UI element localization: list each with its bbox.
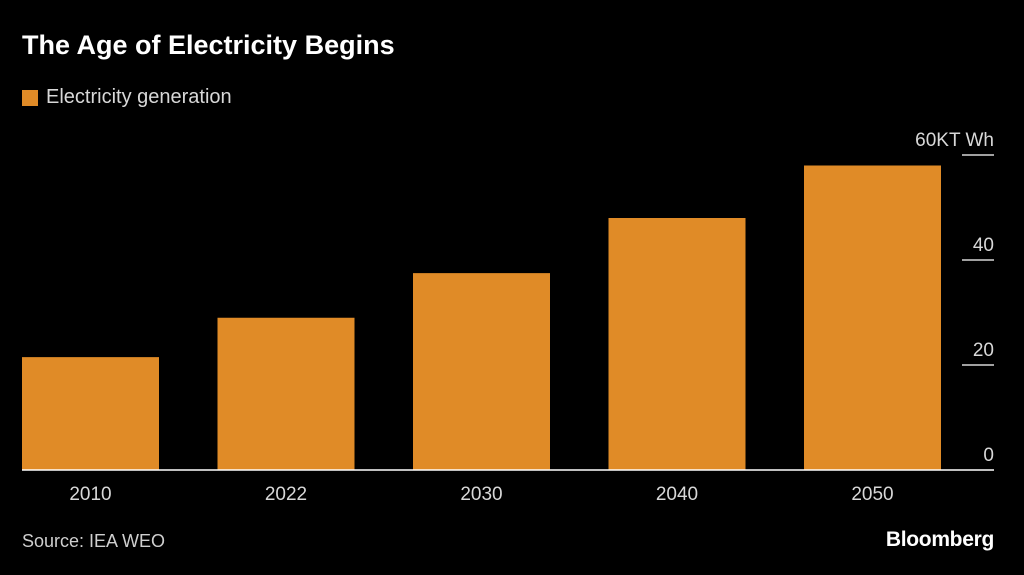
x-tick-label-2030: 2030 <box>460 484 502 505</box>
bars-group <box>22 165 941 470</box>
x-tick-label-2050: 2050 <box>851 484 893 505</box>
legend-label: Electricity generation <box>46 86 232 108</box>
bar-2030 <box>413 273 550 470</box>
bar-2040 <box>608 218 746 470</box>
x-tick-label-2022: 2022 <box>265 484 307 505</box>
legend-swatch <box>22 89 38 106</box>
y-tick-label-60: 60KT Wh <box>915 130 994 151</box>
bar-2022 <box>217 317 355 470</box>
brand-logo: Bloomberg <box>885 528 994 551</box>
x-axis: 2010 2022 2030 2040 2050 <box>22 469 994 505</box>
x-tick-label-2040: 2040 <box>656 484 698 505</box>
y-tick-label-20: 20 <box>973 340 994 361</box>
bar-2010 <box>22 357 159 470</box>
chart-title: The Age of Electricity Begins <box>22 30 395 60</box>
y-tick-label-0: 0 <box>983 445 994 466</box>
legend: Electricity generation <box>22 86 232 109</box>
y-axis: 0 20 40 60KT Wh <box>915 130 994 466</box>
source-note: Source: IEA WEO <box>22 531 166 551</box>
y-tick-label-40: 40 <box>973 235 994 256</box>
bar-2050 <box>804 165 941 470</box>
x-tick-label-2010: 2010 <box>69 484 111 505</box>
